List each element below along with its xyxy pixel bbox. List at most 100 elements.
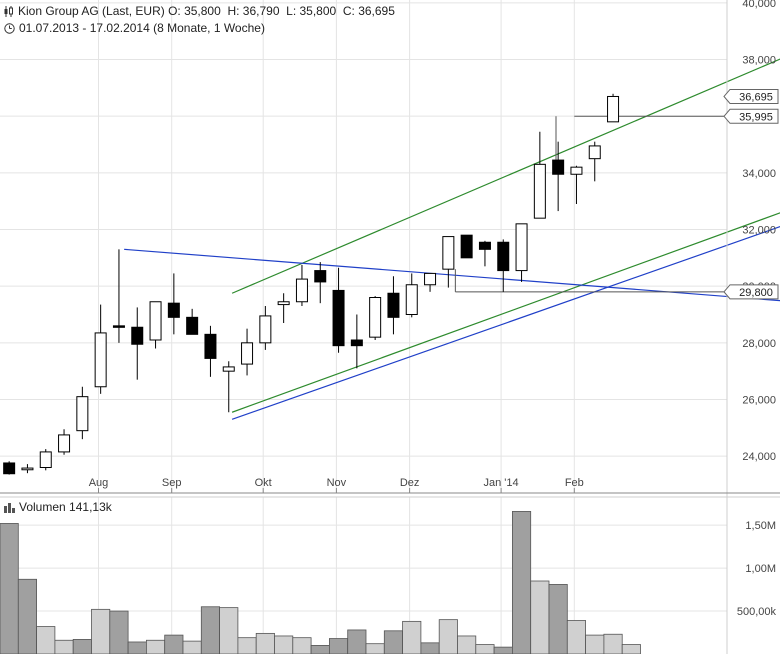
y-tick-label: 34,000	[742, 168, 776, 180]
price-tag-label: 36,695	[739, 91, 773, 103]
volume-bar	[566, 620, 586, 654]
volume-bar	[292, 637, 312, 654]
candle-down	[478, 241, 491, 250]
volume-bar	[255, 632, 275, 654]
volume-bar	[402, 620, 422, 654]
green-trendline	[231, 212, 780, 413]
y-tick-label: 38,000	[742, 55, 776, 67]
candle-down	[460, 234, 473, 259]
price-tag	[723, 284, 779, 300]
x-tick-label: Nov	[327, 477, 347, 489]
volume-bar	[548, 584, 568, 654]
volume-value: 141,13k	[69, 500, 112, 514]
blue-trendline	[124, 248, 780, 302]
volume-bar	[164, 634, 184, 654]
candle-up	[21, 467, 34, 471]
candle-down	[387, 292, 400, 318]
volume-bar	[36, 626, 56, 654]
volume-bar	[54, 639, 74, 654]
candle-up	[405, 284, 418, 315]
candle-up	[277, 301, 290, 306]
trendlines	[124, 58, 780, 420]
date-range-text: 01.07.2013 - 17.02.2014 (8 Monate, 1 Woc…	[19, 21, 265, 35]
volume-bar	[603, 633, 623, 654]
candle-down	[167, 302, 180, 318]
volume-bar	[109, 610, 129, 654]
x-tick-label: Aug	[89, 477, 109, 489]
candle-down	[332, 289, 345, 347]
candle-up	[295, 278, 308, 303]
volume-label: Volumen	[19, 500, 66, 514]
volume-bar	[365, 643, 385, 654]
date-range: 01.07.2013 - 17.02.2014 (8 Monate, 1 Woc…	[4, 21, 265, 35]
volume-bar	[457, 635, 477, 654]
y-tick-label: 40,000	[742, 0, 776, 10]
x-tick-label: Okt	[255, 477, 272, 489]
volume-bar	[127, 641, 147, 654]
candle-down	[350, 339, 363, 347]
volume-bar	[0, 523, 19, 654]
volume-bars	[0, 511, 641, 654]
volume-tick-label: 500,00k	[737, 606, 777, 618]
volume-bar	[621, 644, 641, 654]
volume-header: Volumen 141,13k	[4, 500, 112, 514]
volume-bar	[91, 608, 111, 654]
chart-title: Kion Group AG (Last, EUR) O: 35,800 H: 3…	[4, 4, 395, 18]
volume-bar	[347, 629, 367, 654]
candle-down	[3, 462, 16, 475]
candle-up	[149, 301, 162, 341]
volume-bar	[493, 646, 513, 654]
candle-up	[570, 166, 583, 175]
volume-bar	[17, 578, 37, 654]
volume-bar	[512, 511, 532, 654]
y-tick-label: 28,000	[742, 338, 776, 350]
clock-icon	[4, 23, 15, 34]
volume-bar	[182, 640, 202, 654]
candle-up	[259, 315, 272, 344]
candle-up	[241, 342, 254, 365]
price-labels: 36,695 35,995 29,800	[723, 88, 779, 300]
candle-down	[186, 316, 199, 335]
candle-up	[442, 236, 455, 270]
volume-bar	[219, 607, 239, 654]
price-tag	[723, 88, 779, 104]
x-tick-label: Sep	[162, 477, 182, 489]
x-tick-label: Feb	[565, 477, 584, 489]
candle-up	[369, 297, 382, 338]
x-tick-label: Jan '14	[484, 477, 519, 489]
y-tick-label: 26,000	[742, 395, 776, 407]
volume-bar	[200, 606, 221, 654]
volume-bar	[328, 638, 349, 654]
volume-bar	[310, 645, 330, 654]
candle-up	[607, 95, 620, 123]
price-tag	[723, 108, 779, 124]
candle-up	[58, 434, 71, 453]
volume-bar	[72, 639, 92, 654]
volume-bar	[438, 619, 458, 654]
candles	[3, 93, 620, 475]
y-tick-label: 24,000	[742, 451, 776, 463]
candle-down	[314, 270, 327, 283]
candle-up	[533, 163, 546, 219]
volume-tick-label: 1,00M	[745, 563, 776, 575]
candle-up	[222, 366, 235, 372]
green-trendline	[231, 58, 780, 294]
volume-bar	[274, 635, 294, 654]
candle-down	[497, 241, 510, 272]
candle-up	[39, 451, 52, 468]
blue-trendline	[231, 226, 780, 420]
candle-down	[131, 326, 144, 345]
volume-bar	[420, 642, 440, 654]
grid	[0, 0, 727, 493]
volume-bar	[237, 637, 257, 654]
bar-volume-icon	[4, 503, 15, 513]
candle-up	[515, 223, 528, 272]
candle-up	[588, 145, 601, 160]
volume-bar	[145, 639, 166, 654]
candle-up	[94, 332, 107, 388]
volume-bar	[383, 630, 403, 654]
y-tick-label: 32,000	[742, 225, 776, 237]
volume-bar	[530, 580, 550, 654]
candle-down	[112, 325, 125, 328]
